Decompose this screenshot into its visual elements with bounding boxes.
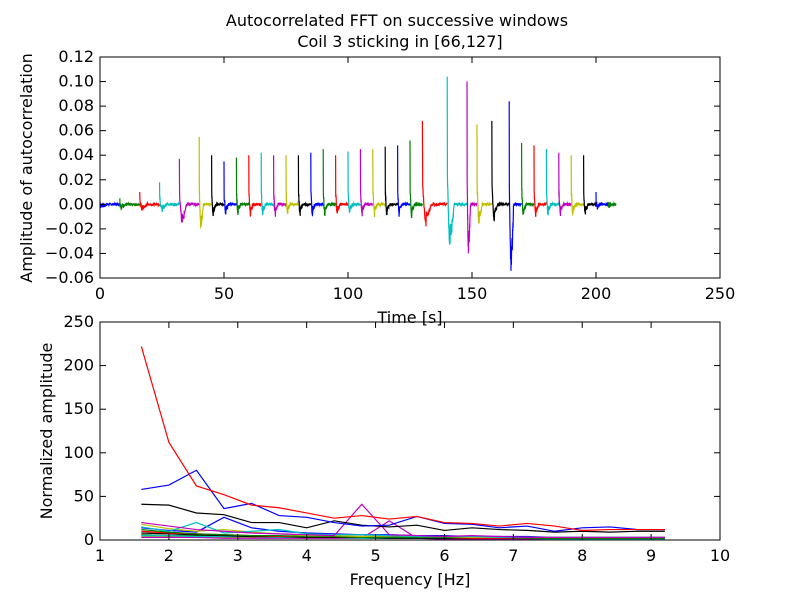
autocorr-window-trace xyxy=(248,155,262,217)
autocorr-window-trace xyxy=(570,155,585,217)
bottom-xtick-label: 3 xyxy=(233,546,243,565)
bottom-xtick-label: 10 xyxy=(710,546,730,565)
autocorr-window-trace xyxy=(508,101,523,271)
autocorr-window-trace xyxy=(285,155,299,215)
figure-title-line1: Autocorrelated FFT on successive windows xyxy=(226,11,568,30)
top-xtick-label: 250 xyxy=(705,284,736,303)
fft-series-line xyxy=(140,346,665,532)
autocorr-window-trace xyxy=(322,149,337,216)
fft-series-line xyxy=(141,528,665,539)
autocorr-window-trace xyxy=(466,81,478,254)
bottom-xtick-label: 1 xyxy=(95,546,105,565)
autocorr-window-trace xyxy=(520,142,535,215)
bottom-xtick-label: 5 xyxy=(370,546,380,565)
bottom-plot-lines xyxy=(140,346,665,540)
bottom-xtick-label: 4 xyxy=(302,546,312,565)
bottom-ytick-label: 150 xyxy=(63,399,94,418)
top-ytick-label: −0.04 xyxy=(45,243,94,262)
autocorr-window-trace xyxy=(384,146,399,216)
autocorr-window-trace xyxy=(119,198,141,211)
top-xtick-label: 100 xyxy=(333,284,364,303)
bottom-ytick-label: 100 xyxy=(63,443,94,462)
autocorr-window-trace xyxy=(178,158,200,223)
top-ytick-label: −0.02 xyxy=(45,219,94,238)
top-plot-ylabel: Amplitude of autocorrelation xyxy=(17,53,36,282)
bottom-ytick-label: 50 xyxy=(74,486,94,505)
autocorr-window-trace xyxy=(491,120,510,222)
top-ytick-label: 0.10 xyxy=(58,72,94,91)
autocorr-window-trace xyxy=(198,136,213,229)
autocorr-window-trace xyxy=(347,151,361,213)
autocorr-window-trace xyxy=(158,182,180,213)
bottom-plot-xlabel: Frequency [Hz] xyxy=(350,570,471,589)
autocorr-window-trace xyxy=(297,155,312,216)
autocorr-window-trace xyxy=(545,149,560,216)
bottom-xtick-label: 6 xyxy=(439,546,449,565)
fft-series-line xyxy=(141,503,665,538)
top-plot-ticks: 0 50 100 150 200 250 −0.06 −0.04 −0.02 0.00 0.02 0.… xyxy=(45,47,735,303)
top-xtick-label: 200 xyxy=(581,284,612,303)
autocorr-window-trace xyxy=(310,152,324,217)
top-ytick-label: 0.08 xyxy=(58,96,94,115)
top-ytick-label: 0.12 xyxy=(58,47,94,66)
bottom-plot-frame xyxy=(99,321,721,541)
top-plot-frame xyxy=(99,56,721,279)
autocorr-window-trace xyxy=(235,157,250,216)
autocorr-window-trace xyxy=(446,76,468,245)
top-ytick-label: 0.06 xyxy=(58,121,94,140)
autocorr-window-trace xyxy=(139,192,161,212)
autocorr-window-trace xyxy=(223,161,237,215)
autocorr-window-trace xyxy=(476,124,493,224)
top-plot-xlabel: Time [s] xyxy=(376,308,442,327)
bottom-xtick-label: 2 xyxy=(164,546,174,565)
fft-series-line xyxy=(141,503,665,533)
bottom-ytick-label: 250 xyxy=(63,312,94,331)
top-xtick-label: 0 xyxy=(95,284,105,303)
bottom-xtick-label: 9 xyxy=(646,546,656,565)
top-xtick-label: 50 xyxy=(214,284,234,303)
autocorr-window-trace xyxy=(533,145,547,217)
autocorr-window-trace xyxy=(99,201,121,208)
bottom-ytick-label: 0 xyxy=(84,530,94,549)
top-plot-lines xyxy=(99,76,617,271)
autocorr-window-trace xyxy=(409,140,423,219)
autocorr-window-trace xyxy=(582,155,597,215)
bottom-plot-ylabel: Normalized amplitude xyxy=(37,343,56,520)
top-ytick-label: 0.04 xyxy=(58,145,94,164)
bottom-ytick-label: 200 xyxy=(63,356,94,375)
top-xtick-label: 150 xyxy=(457,284,488,303)
top-ytick-label: 0.00 xyxy=(58,194,94,213)
autocorr-window-trace xyxy=(421,120,448,227)
autocorr-window-trace xyxy=(372,149,386,218)
top-plot: 0 50 100 150 200 250 −0.06 −0.04 −0.02 0.00 0.02 0.… xyxy=(17,47,735,327)
bottom-xtick-label: 7 xyxy=(508,546,518,565)
figure-title-line2: Coil 3 sticking in [66,127] xyxy=(297,32,502,51)
fft-series-line xyxy=(141,469,665,532)
autocorr-window-trace xyxy=(273,155,287,217)
top-ytick-label: −0.06 xyxy=(45,268,94,287)
top-ytick-label: 0.02 xyxy=(58,170,94,189)
autocorr-window-trace xyxy=(335,155,349,214)
autocorr-window-trace xyxy=(359,149,374,217)
autocorr-window-trace xyxy=(595,192,609,210)
autocorr-window-trace xyxy=(397,145,411,217)
autocorr-window-trace xyxy=(260,152,275,216)
autocorr-window-trace xyxy=(211,155,225,217)
bottom-xtick-label: 8 xyxy=(577,546,587,565)
autocorr-window-trace xyxy=(607,201,617,208)
autocorr-window-trace xyxy=(558,152,572,217)
